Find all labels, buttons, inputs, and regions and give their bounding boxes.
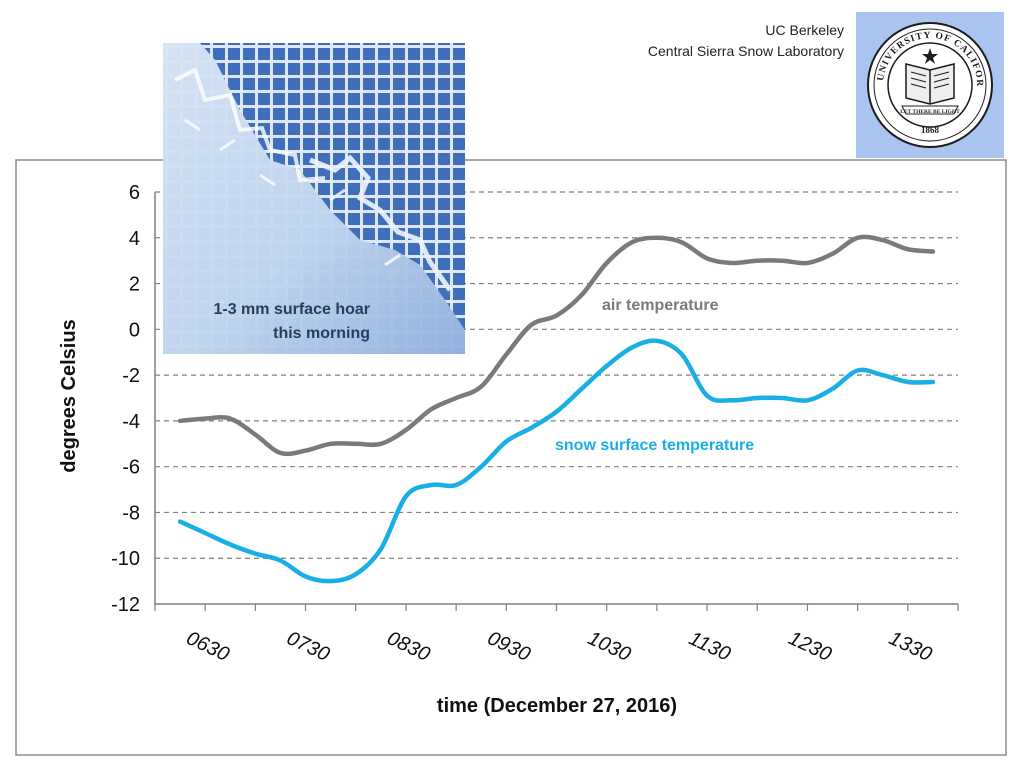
- air-temperature-label: air temperature: [602, 297, 719, 314]
- uc-seal-icon: THE UNIVERSITY OF CALIFORNIA LET THERE B…: [852, 5, 993, 148]
- surface-hoar-photo: 1-3 mm surface hoar this morning: [163, 43, 465, 354]
- y-tick-label: 6: [129, 182, 140, 204]
- series-lines: [177, 234, 936, 584]
- y-tick-label: 4: [129, 228, 140, 250]
- air-temperature-line: [177, 234, 936, 457]
- seal-year: 1868: [921, 125, 940, 135]
- photo-caption-line2: this morning: [273, 325, 370, 342]
- x-axis-title: time (December 27, 2016): [437, 695, 677, 717]
- axes: [154, 192, 959, 611]
- y-tick-label: -10: [111, 548, 140, 570]
- lab-name: Central Sierra Snow Laboratory: [647, 43, 844, 59]
- y-tick-label: -6: [122, 457, 140, 479]
- seal-motto: LET THERE BE LIGHT: [900, 109, 960, 115]
- y-tick-label: 2: [129, 274, 140, 296]
- snow-surface-temperature-line: [177, 338, 936, 584]
- photo-caption-line1: 1-3 mm surface hoar: [213, 301, 370, 318]
- uc-seal: THE UNIVERSITY OF CALIFORNIA LET THERE B…: [852, 5, 1004, 158]
- gridlines: [155, 191, 958, 559]
- y-tick-label: -2: [122, 365, 140, 387]
- snow-temperature-label: snow surface temperature: [555, 437, 754, 454]
- y-tick-label: 0: [129, 319, 140, 341]
- org-name: UC Berkeley: [765, 22, 844, 38]
- y-tick-label: -4: [122, 411, 140, 433]
- y-tick-label: -12: [111, 594, 140, 616]
- y-tick-label: -8: [122, 502, 140, 524]
- y-axis-title: degrees Celsius: [58, 319, 80, 472]
